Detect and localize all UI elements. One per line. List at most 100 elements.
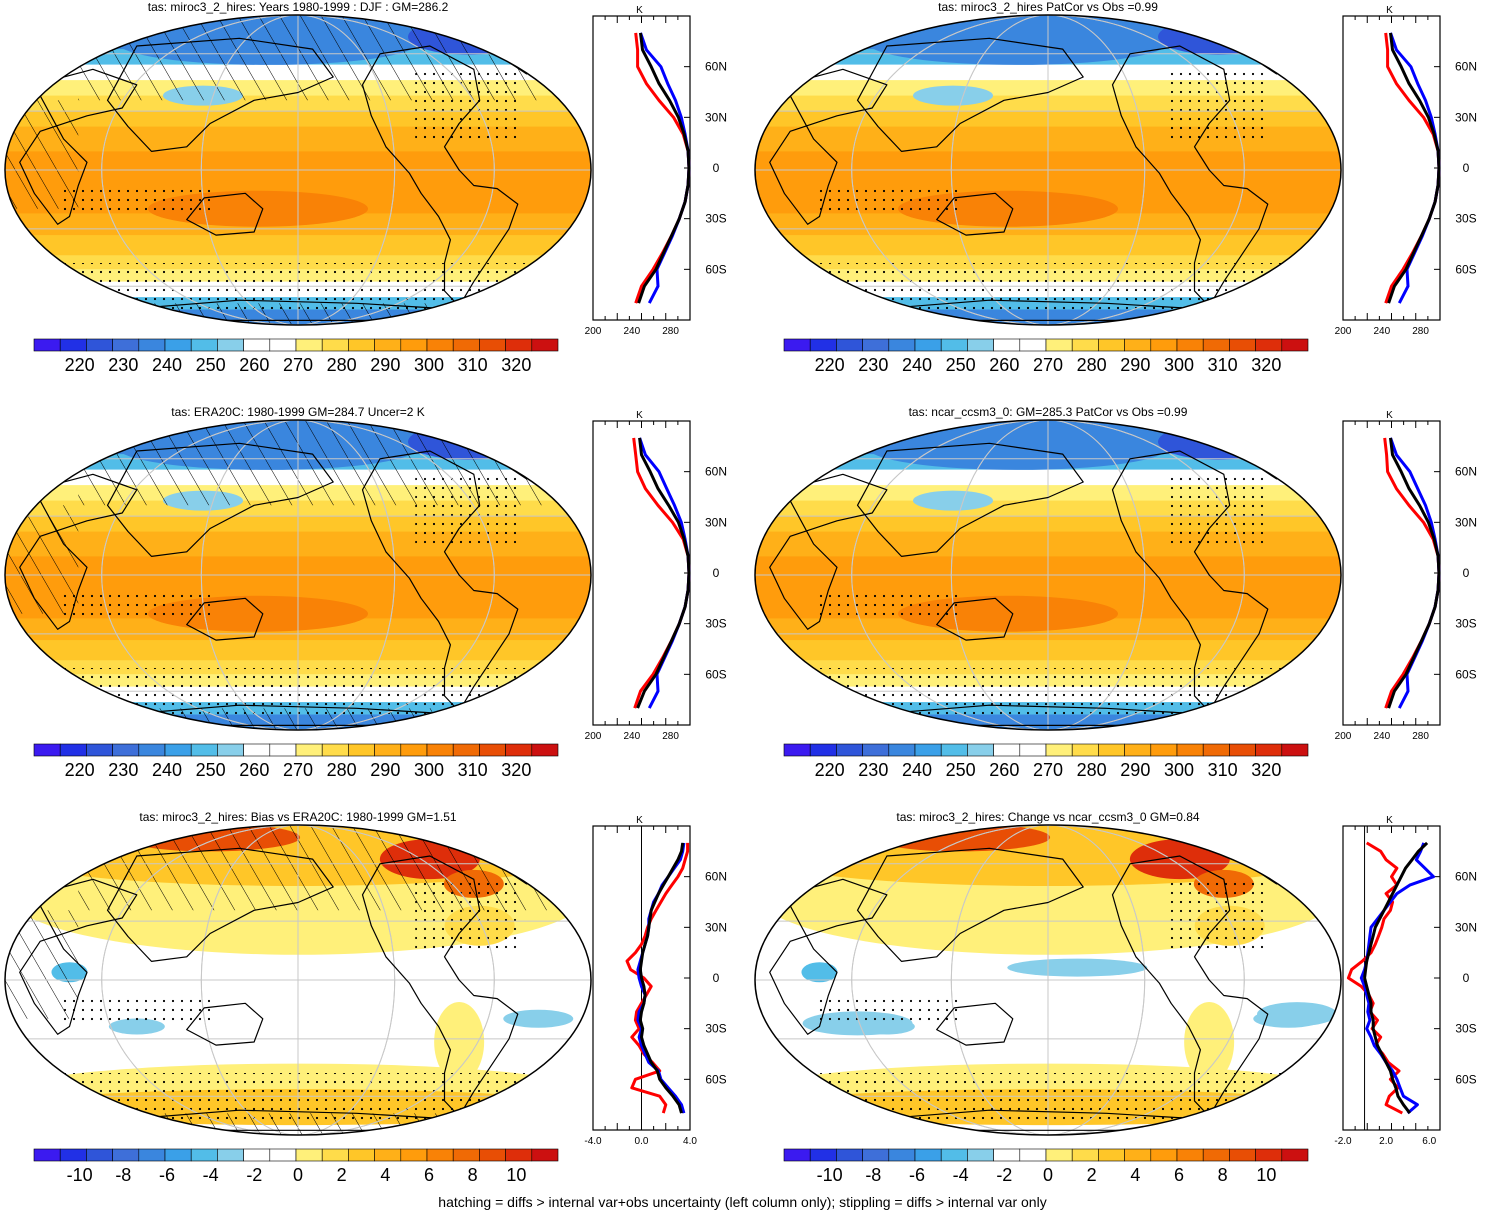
colorbar-tick-label: 280 (1077, 355, 1107, 375)
profile-line (1389, 437, 1441, 709)
profile-lat-label: 30S (1455, 1022, 1476, 1036)
map-border (4, 14, 592, 326)
map-area (754, 824, 1342, 1136)
colorbar-swatch (1019, 338, 1047, 352)
colorbar-swatch (1071, 338, 1099, 352)
plateau-region (913, 490, 993, 511)
panel-p4: tas: ncar_ccsm3_0: GM=285.3 PatCor vs Ob… (754, 405, 1477, 780)
profile-line (636, 437, 691, 709)
colorbar-swatch (164, 1148, 192, 1162)
colorbar-swatch (888, 338, 916, 352)
meridian (950, 825, 1146, 1135)
colorbar-swatch (505, 1148, 533, 1162)
colorbar-swatch (1229, 338, 1256, 352)
colorbar-tick-label: 270 (1033, 760, 1063, 780)
panel-p2: tas: miroc3_2_hires PatCor vs Obs =0.99 2… (754, 0, 1477, 375)
profile-x-tick-label: -2.0 (1334, 1136, 1352, 1147)
colorbar-swatch (269, 743, 297, 757)
colorbar-tick-label: 0 (293, 1165, 303, 1185)
colorbar-swatch (1255, 1148, 1283, 1162)
colorbar-swatch (783, 1148, 811, 1162)
profile-unit-label: K (1386, 410, 1393, 421)
colorbar-swatch (531, 1148, 559, 1162)
profile-frame (592, 420, 691, 726)
colorbar-swatch (862, 338, 890, 352)
profile-x-tick-label: 240 (623, 731, 640, 742)
profile-line (639, 32, 691, 304)
colorbar-tick-label: 240 (152, 760, 182, 780)
stippling (813, 995, 961, 1027)
colorbar: 220 230 240 250 260 270 280 290 300 310 320 (783, 338, 1309, 375)
colorbar-tick-label: 300 (1164, 355, 1194, 375)
colorbar-tick-label: 270 (1033, 355, 1063, 375)
colorbar-tick-label: 10 (506, 1165, 526, 1185)
hatching (5, 100, 79, 209)
americas-outline (361, 45, 519, 307)
profile-lat-label: 30S (1455, 212, 1476, 226)
profile-x-tick-label: 0.0 (635, 1136, 649, 1147)
colorbar-swatch (940, 1148, 968, 1162)
colorbar-swatch (452, 743, 480, 757)
zonal-profile: K 200 240 280 60N 30N 0 30S 60S (585, 410, 727, 742)
colorbar-swatch (321, 743, 349, 757)
profile-x-tick-label: 280 (1412, 326, 1429, 337)
zonal-profile: K 200 240 280 60N 30N 0 30S 60S (1335, 410, 1477, 742)
stippling (63, 590, 211, 622)
colorbar-swatch (914, 338, 942, 352)
colorbar-swatch (1045, 743, 1073, 757)
colorbar-tick-label: -8 (115, 1165, 131, 1185)
hatching (5, 505, 79, 614)
australia-outline (936, 597, 1014, 641)
colorbar-swatch (86, 338, 113, 352)
colorbar-tick-label: 230 (858, 355, 888, 375)
colorbar-tick-label: 230 (858, 760, 888, 780)
colorbar-swatch (967, 743, 994, 757)
colorbar-swatch (33, 1148, 61, 1162)
profile-lat-label: 30S (705, 617, 726, 631)
map-title: tas: miroc3_2_hires: Change vs ncar_ccsm… (896, 810, 1199, 824)
colorbar-tick-label: 6 (424, 1165, 434, 1185)
colorbar-swatch (1281, 1148, 1309, 1162)
zonal-profile: K -4.0 0.0 4.0 60N 30N 0 30S 60S (584, 815, 727, 1147)
americas-outline (361, 450, 519, 712)
colorbar-swatch (217, 1148, 244, 1162)
profile-lat-label: 30N (1455, 920, 1477, 934)
profile-lat-label: 30N (705, 515, 727, 529)
colorbar-tick-label: 320 (501, 355, 531, 375)
profile-lat-label: 60N (705, 870, 727, 884)
colorbar-tick-label: 260 (239, 760, 269, 780)
profile-line (1387, 32, 1441, 304)
asia-outline (106, 442, 334, 557)
profile-x-tick-label: 200 (585, 731, 602, 742)
colorbar-swatch (33, 743, 61, 757)
colorbar-tick-label: 10 (1256, 1165, 1276, 1185)
profile-lat-label: 60S (1455, 262, 1476, 276)
colorbar-swatch (86, 743, 113, 757)
stippling (1165, 474, 1268, 544)
colorbar-swatch (1019, 743, 1047, 757)
colorbar-swatch (374, 338, 402, 352)
colorbar-tick-label: 220 (815, 760, 845, 780)
colorbar-swatch (217, 338, 244, 352)
colorbar-swatch (1255, 743, 1283, 757)
colorbar-swatch (1071, 743, 1099, 757)
colorbar-tick-label: 2 (337, 1165, 347, 1185)
colorbar-swatch (862, 743, 890, 757)
colorbar-swatch (374, 743, 402, 757)
colorbar-swatch (1176, 338, 1204, 352)
colorbar-tick-label: 4 (380, 1165, 390, 1185)
colorbar-swatch (479, 338, 506, 352)
colorbar-swatch (809, 743, 837, 757)
colorbar: -10 -8 -6 -4 -2 0 2 4 6 8 10 (33, 1148, 559, 1185)
profile-lat-label: 60S (705, 1072, 726, 1086)
colorbar-tick-label: 320 (1251, 355, 1281, 375)
stippling (813, 185, 961, 217)
anomaly-region (503, 1009, 574, 1028)
colorbar-tick-label: 290 (370, 760, 400, 780)
colorbar-swatch (1202, 338, 1230, 352)
africa-europe-outline (19, 878, 138, 1035)
colorbar-swatch (836, 743, 863, 757)
profile-line (638, 842, 685, 1114)
colorbar-swatch (400, 743, 428, 757)
